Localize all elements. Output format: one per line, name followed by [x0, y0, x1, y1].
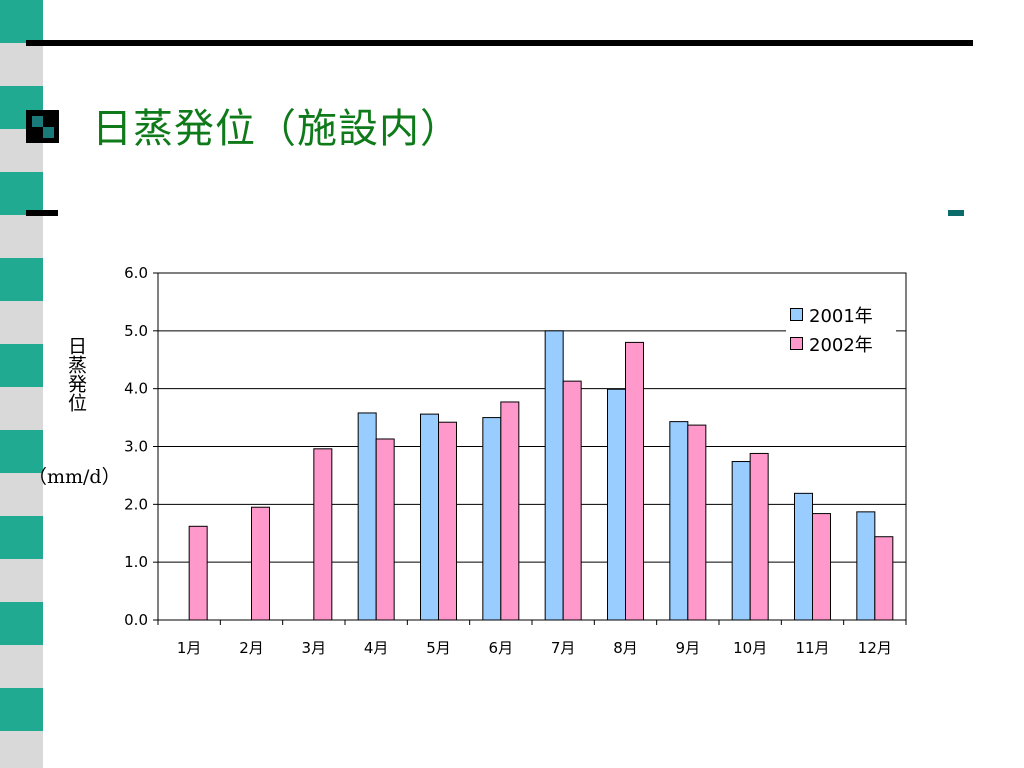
- bar-2001年-10月: [731, 461, 751, 621]
- bottom-rule-right: [948, 210, 964, 216]
- x-tick-label: 3月: [302, 639, 327, 657]
- bar-2001年-4月: [357, 412, 377, 621]
- x-tick-label: 10月: [733, 639, 767, 657]
- y-tick-label: 2.0: [124, 495, 148, 513]
- bar-2001年-8月: [607, 388, 626, 621]
- x-tick-label: 12月: [858, 639, 892, 657]
- stripe-block: [0, 301, 43, 344]
- stripe-block: [0, 172, 43, 215]
- legend-item: 2002年: [790, 329, 892, 358]
- legend-label: 2001年: [809, 305, 873, 327]
- bar-2002年-7月: [562, 380, 582, 621]
- x-tick-label: 7月: [551, 639, 576, 657]
- stripe-block: [0, 43, 43, 86]
- stripe-block: [0, 688, 43, 731]
- bar-2002年-12月: [874, 536, 894, 621]
- x-tick-label: 4月: [364, 639, 389, 657]
- stripe-block: [0, 559, 43, 602]
- stripe-block: [0, 258, 43, 301]
- chart-legend: 2001年 2002年: [786, 298, 896, 360]
- x-tick-label: 5月: [426, 639, 451, 657]
- bar-2002年-5月: [438, 421, 457, 621]
- stripe-block: [0, 387, 43, 430]
- bar-2002年-2月: [251, 506, 270, 621]
- x-tick-label: 8月: [613, 639, 638, 657]
- bar-2002年-1月: [188, 525, 208, 621]
- stripe-block: [0, 0, 43, 43]
- stripe-block: [0, 731, 43, 768]
- bar-2001年-9月: [669, 421, 689, 621]
- square-bullet-icon: [26, 110, 59, 143]
- stripe-block: [0, 473, 43, 516]
- y-tick-label: 1.0: [124, 553, 148, 571]
- y-tick-label: 5.0: [124, 322, 148, 340]
- y-tick-label: 3.0: [124, 438, 148, 456]
- x-tick-label: 6月: [489, 639, 514, 657]
- stripe-block: [0, 215, 43, 258]
- stripe-block: [0, 602, 43, 645]
- slide-title: 日蒸発位（施設内）: [92, 106, 461, 152]
- bar-2001年-6月: [482, 417, 502, 621]
- legend-swatch: [790, 308, 803, 321]
- y-tick-label: 0.0: [124, 611, 148, 629]
- bar-2002年-4月: [375, 438, 395, 621]
- stripe-block: [0, 516, 43, 559]
- bar-2001年-7月: [544, 330, 564, 621]
- bar-2002年-9月: [687, 424, 707, 621]
- bar-2001年-12月: [856, 511, 876, 621]
- stripe-block: [0, 430, 43, 473]
- bottom-rule-left: [26, 210, 58, 216]
- bar-2002年-6月: [500, 401, 520, 621]
- bar-2001年-5月: [420, 413, 439, 621]
- legend-item: 2001年: [790, 300, 892, 329]
- y-tick-label: 4.0: [124, 380, 148, 398]
- stripe-block: [0, 645, 43, 688]
- x-tick-label: 9月: [676, 639, 701, 657]
- x-tick-label: 2月: [239, 639, 264, 657]
- legend-swatch: [790, 337, 803, 350]
- bar-2002年-11月: [812, 513, 831, 621]
- legend-label: 2002年: [809, 334, 873, 356]
- x-tick-label: 1月: [177, 639, 202, 657]
- bar-2002年-10月: [749, 452, 769, 621]
- bar-2001年-11月: [794, 492, 813, 621]
- y-tick-label: 6.0: [124, 264, 148, 282]
- y-axis-unit: （mm/d）: [28, 466, 121, 488]
- bar-2002年-3月: [313, 448, 333, 621]
- top-rule: [26, 40, 973, 46]
- x-tick-label: 11月: [795, 639, 829, 657]
- stripe-block: [0, 344, 43, 387]
- bar-2002年-8月: [625, 341, 644, 621]
- y-axis-label: 日蒸発位: [65, 336, 87, 412]
